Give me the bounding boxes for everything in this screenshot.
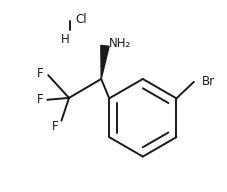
Text: F: F [37,67,44,80]
Text: H: H [61,33,70,46]
Text: F: F [52,120,58,133]
Text: NH₂: NH₂ [109,36,131,50]
Polygon shape [101,45,109,79]
Text: F: F [36,93,43,106]
Text: Cl: Cl [76,13,87,26]
Text: Br: Br [202,75,215,88]
